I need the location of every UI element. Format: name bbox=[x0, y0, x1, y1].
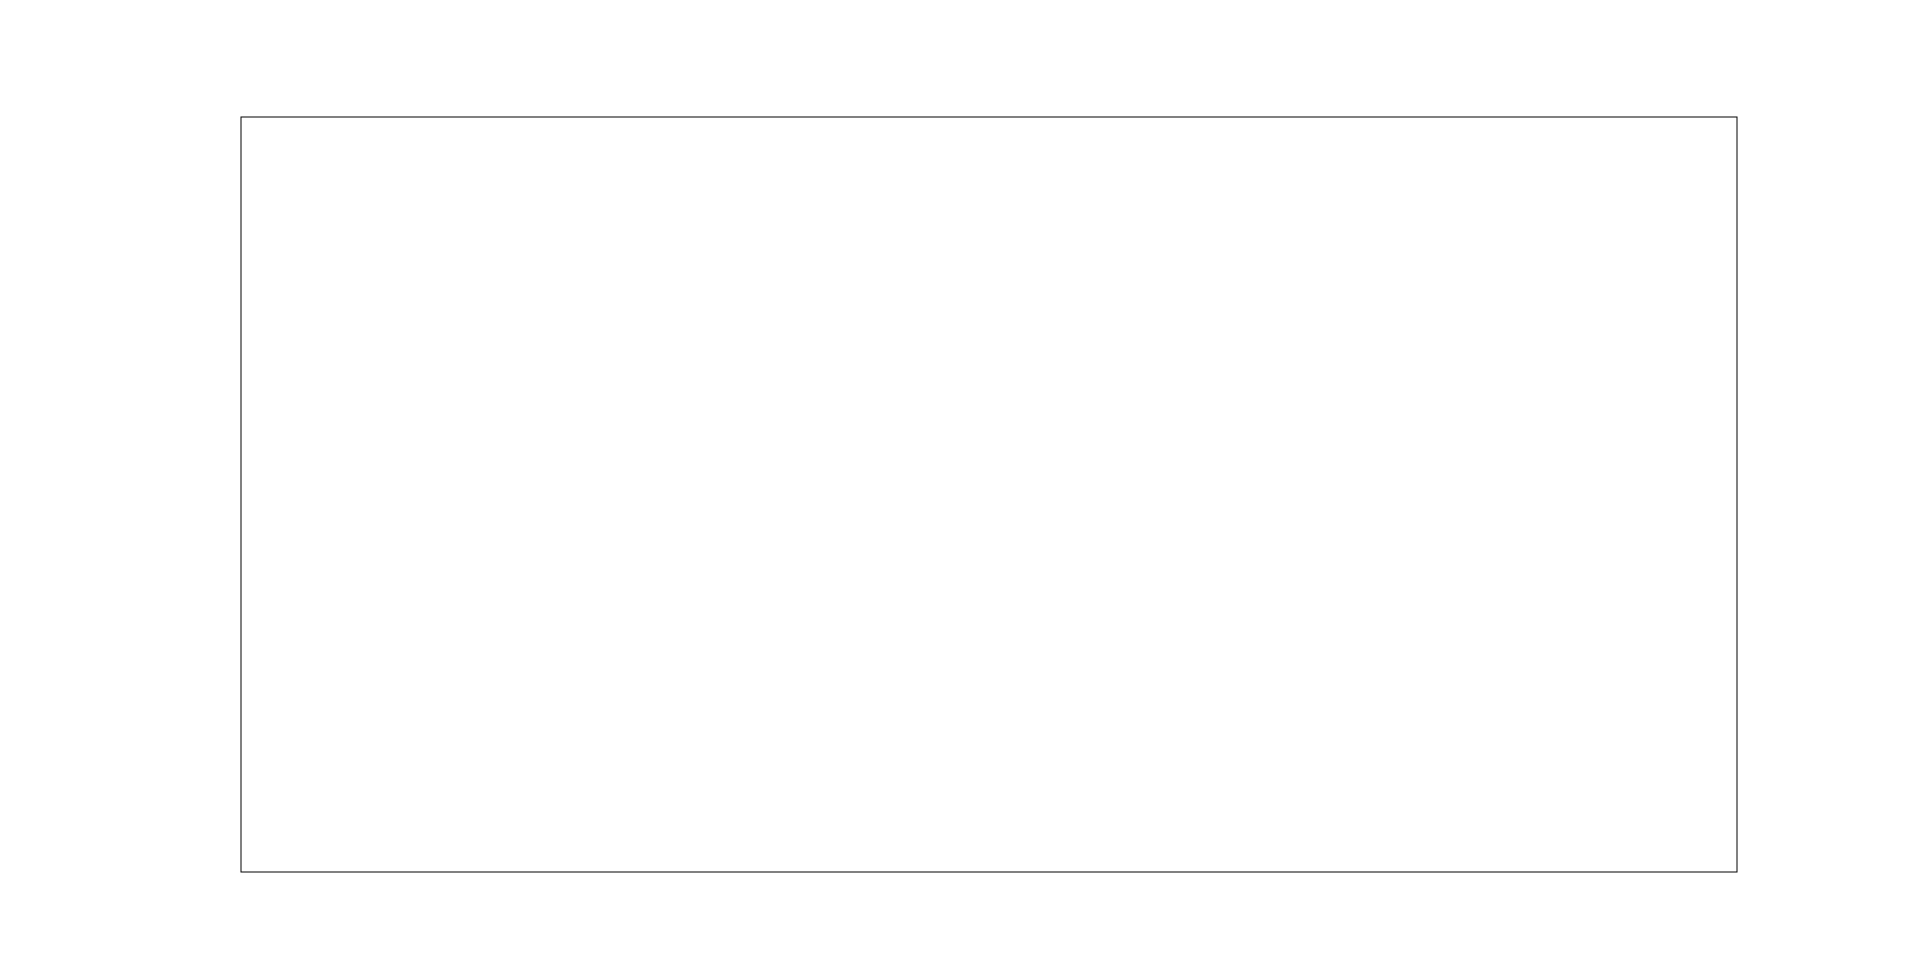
plot-frame bbox=[241, 117, 1737, 872]
